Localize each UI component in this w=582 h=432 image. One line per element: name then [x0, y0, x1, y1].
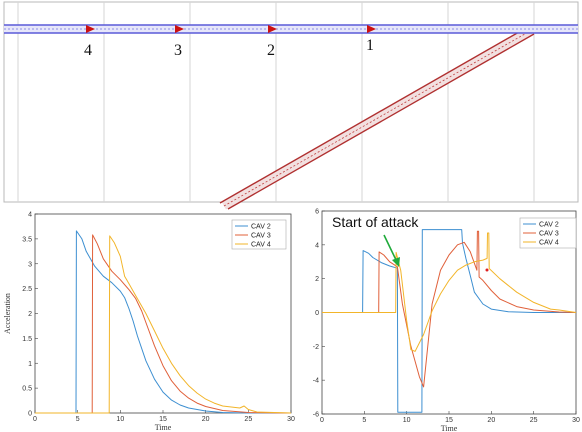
vehicles	[86, 25, 376, 33]
chart-left-ylabel: Acceleration	[3, 293, 12, 334]
red-dot-marker	[485, 268, 489, 272]
main-lane	[4, 24, 578, 34]
series-line-cav3	[35, 234, 292, 414]
road-gridlines	[17, 2, 535, 202]
x-tick-label: 0	[320, 417, 324, 424]
x-tick-label: 0	[33, 416, 37, 423]
y-tick-label: 2.5	[22, 286, 32, 293]
series-line-cav3	[322, 230, 577, 388]
attack-arrow-head-icon	[392, 257, 400, 267]
y-tick-label: 3	[28, 261, 32, 268]
x-tick-label: 25	[530, 417, 538, 424]
x-tick-label: 30	[287, 416, 295, 423]
x-tick-label: 15	[445, 417, 453, 424]
y-tick-label: -2	[313, 344, 319, 351]
legend-label-cav3: CAV 3	[251, 233, 271, 240]
x-tick-label: 10	[116, 416, 124, 423]
y-tick-label: 1	[28, 361, 32, 368]
vehicle-3-icon	[175, 25, 184, 33]
x-tick-label: 5	[362, 417, 366, 424]
vehicle-1-icon	[367, 25, 376, 33]
x-tick-label: 5	[76, 416, 80, 423]
chart-left-xlabel: Time	[155, 423, 172, 432]
x-tick-label: 25	[244, 416, 252, 423]
vehicle-label-1: 1	[366, 37, 374, 54]
ramp-edge	[227, 33, 535, 210]
series-line-cav4	[35, 235, 292, 414]
legend-label-cav4: CAV 4	[251, 242, 271, 249]
acceleration-chart-left: 0 5 10 15 20 25 30 0 0.5 1 1.5 2 2.5 3 3.5 4 Time Accel…	[3, 212, 295, 432]
legend-label-cav2: CAV 2	[539, 222, 559, 229]
y-tick-label: 3.5	[22, 236, 32, 243]
y-tick-label: -4	[313, 378, 319, 385]
legend-label-cav2: CAV 2	[251, 224, 271, 231]
vehicle-label-2: 2	[267, 42, 275, 59]
vehicle-2-icon	[268, 25, 277, 33]
y-tick-label: 2	[28, 311, 32, 318]
y-tick-label: 6	[315, 209, 319, 216]
y-tick-label: 0	[28, 411, 32, 418]
on-ramp	[219, 27, 535, 210]
y-tick-label: -6	[313, 412, 319, 419]
legend-label-cav3: CAV 3	[539, 231, 559, 238]
ramp-edge	[219, 27, 527, 204]
attack-annotation: Start of attack	[332, 214, 419, 267]
x-tick-label: 30	[572, 417, 580, 424]
y-tick-label: 2	[315, 276, 319, 283]
x-tick-label: 20	[202, 416, 210, 423]
x-tick-label: 10	[403, 417, 411, 424]
road-panel-border	[3, 1, 579, 203]
y-tick-label: 1.5	[22, 336, 32, 343]
chart-left-legend: CAV 2 CAV 3 CAV 4	[231, 219, 287, 250]
y-tick-label: 0	[315, 310, 319, 317]
acceleration-chart-right: 0 5 10 15 20 25 30 -6 -4 -2 0 2 4 6 Time CAV 2 CAV 3 …	[313, 209, 580, 432]
vehicle-4-icon	[86, 25, 95, 33]
x-tick-label: 20	[487, 417, 495, 424]
road-scene: 4 3 2 1	[3, 1, 579, 210]
series-line-cav2	[35, 230, 291, 414]
attack-annotation-label: Start of attack	[332, 214, 419, 230]
ramp-centerline	[223, 30, 531, 207]
chart-right-xlabel: Time	[441, 424, 458, 432]
vehicle-label-3: 3	[174, 42, 182, 59]
attack-arrow-shaft	[383, 234, 398, 263]
y-tick-label: 0.5	[22, 386, 32, 393]
vehicle-label-4: 4	[84, 42, 92, 59]
y-tick-label: 4	[28, 212, 32, 219]
chart-left-series	[35, 230, 292, 414]
lane-fill	[4, 25, 578, 33]
chart-right-legend: CAV 2 CAV 3 CAV 4	[519, 217, 577, 249]
legend-label-cav4: CAV 4	[539, 240, 559, 247]
series-line-cav4	[322, 232, 577, 352]
chart-right-series	[322, 229, 577, 413]
series-line-cav2	[322, 229, 576, 413]
y-tick-label: 4	[315, 242, 319, 249]
x-tick-label: 15	[159, 416, 167, 423]
